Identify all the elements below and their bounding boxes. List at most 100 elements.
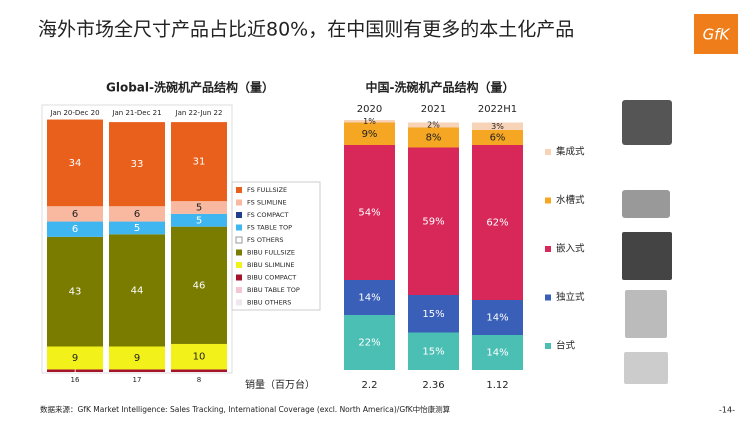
legend-swatch	[236, 299, 242, 306]
legend-label: FS SLIMLINE	[247, 199, 287, 207]
legend-label: BIBU OTHERS	[247, 299, 291, 307]
data-label: 9	[72, 353, 78, 364]
bar-segment	[472, 300, 523, 335]
data-label: 1%	[363, 117, 376, 126]
image	[625, 290, 667, 338]
data-label: 2%	[427, 121, 440, 130]
data-label: 8%	[426, 133, 442, 144]
bar-segment	[109, 346, 165, 370]
x-tick-label: Jan 21-Dec 21	[111, 109, 161, 117]
data-label: 6	[72, 209, 78, 220]
bar-segment	[171, 369, 227, 372]
bar-segment	[109, 369, 165, 372]
bar-segment	[408, 122, 459, 128]
logo: GfK	[703, 26, 731, 44]
legend-swatch	[236, 187, 242, 193]
data-label: 44	[131, 285, 144, 296]
data-label: 14%	[486, 313, 508, 324]
legend-swatch	[236, 212, 242, 218]
legend-swatch	[235, 236, 243, 244]
data-label: 34	[69, 158, 82, 169]
legend-swatch	[545, 197, 551, 204]
count-label: 8	[197, 376, 201, 384]
image	[622, 190, 670, 218]
data-label: 15%	[422, 309, 444, 320]
bar-segment	[344, 145, 395, 280]
legend-label: 集成式	[556, 146, 585, 158]
chart-title: Global-洗碗机产品结构（量）	[106, 80, 274, 95]
chart-title: 中国-洗碗机产品结构（量）	[366, 80, 515, 95]
legend-swatch	[545, 294, 551, 301]
bar-segment	[408, 127, 459, 148]
legend-label: 台式	[556, 340, 576, 352]
legend-swatch	[545, 149, 551, 155]
data-label: 54%	[358, 208, 380, 219]
legend-label: BIBU TABLE TOP	[247, 286, 300, 294]
page-number: -14-	[719, 406, 735, 415]
data-label: 5	[134, 223, 140, 234]
product-images	[622, 100, 672, 384]
legend-label: BIBU COMPACT	[247, 274, 296, 282]
legend-swatch	[545, 246, 551, 252]
bar-segment	[47, 369, 103, 372]
data-label: 1	[72, 366, 77, 375]
data-label: 6	[72, 224, 78, 235]
legend-label: 嵌入式	[556, 243, 585, 255]
legend-label: FS COMPACT	[247, 211, 288, 219]
bar-segment	[47, 346, 103, 370]
x-tick-label: 2022H1	[478, 104, 517, 115]
bar-segment	[408, 295, 459, 333]
data-label: 5	[196, 215, 202, 226]
bar-segment	[47, 236, 103, 347]
data-label: 9%	[362, 129, 378, 140]
bar-segment	[109, 206, 165, 222]
data-label: 33	[131, 159, 144, 170]
x-tick-label: Jan 20-Dec 20	[49, 109, 99, 117]
bar-segment	[472, 335, 523, 370]
data-label: 5	[196, 203, 202, 214]
data-label: 62%	[486, 218, 508, 229]
bar-segment	[344, 122, 395, 145]
data-label: 46	[193, 280, 206, 291]
bar-segment	[171, 201, 227, 214]
data-label: 3%	[491, 122, 504, 131]
image	[622, 100, 672, 145]
legend-swatch	[236, 249, 242, 256]
bar-segment	[109, 234, 165, 347]
bar-segment	[109, 221, 165, 235]
count-label: 16	[71, 376, 80, 384]
bar-segment	[408, 332, 459, 370]
data-label: 15%	[422, 346, 444, 357]
data-label: 9	[134, 353, 140, 364]
data-label: 31	[193, 157, 206, 168]
legend-label: 水槽式	[556, 194, 585, 206]
logo-box	[694, 14, 738, 54]
legend-label: 独立式	[556, 291, 585, 303]
image	[622, 232, 672, 280]
data-label: 6	[134, 209, 140, 220]
bar-segment	[472, 145, 523, 300]
data-label: 43	[69, 287, 82, 298]
legend-label: FS TABLE TOP	[247, 224, 292, 232]
source-note: 数据来源：GfK Market Intelligence: Sales Trac…	[40, 404, 451, 414]
bar-segment	[171, 226, 227, 344]
bar-segment	[171, 122, 227, 202]
legend-swatch	[236, 224, 242, 231]
bar-segment	[47, 119, 103, 207]
legend-swatch	[236, 274, 242, 281]
bar-segment	[171, 213, 227, 227]
legend-swatch	[236, 262, 242, 268]
image	[624, 352, 668, 384]
legend-swatch	[545, 343, 551, 349]
bar-segment	[344, 280, 395, 315]
count-label: 17	[133, 376, 142, 384]
legend-frame	[231, 181, 321, 311]
sales-value: 2.36	[422, 380, 444, 391]
slide-title: 海外市场全尺寸产品占比近80%，在中国则有更多的本土化产品	[38, 19, 574, 41]
bar-segment	[109, 122, 165, 207]
x-tick-label: 2020	[357, 104, 382, 115]
bar-segment	[344, 120, 395, 123]
data-label: 59%	[422, 216, 444, 227]
data-label: 22%	[358, 338, 380, 349]
